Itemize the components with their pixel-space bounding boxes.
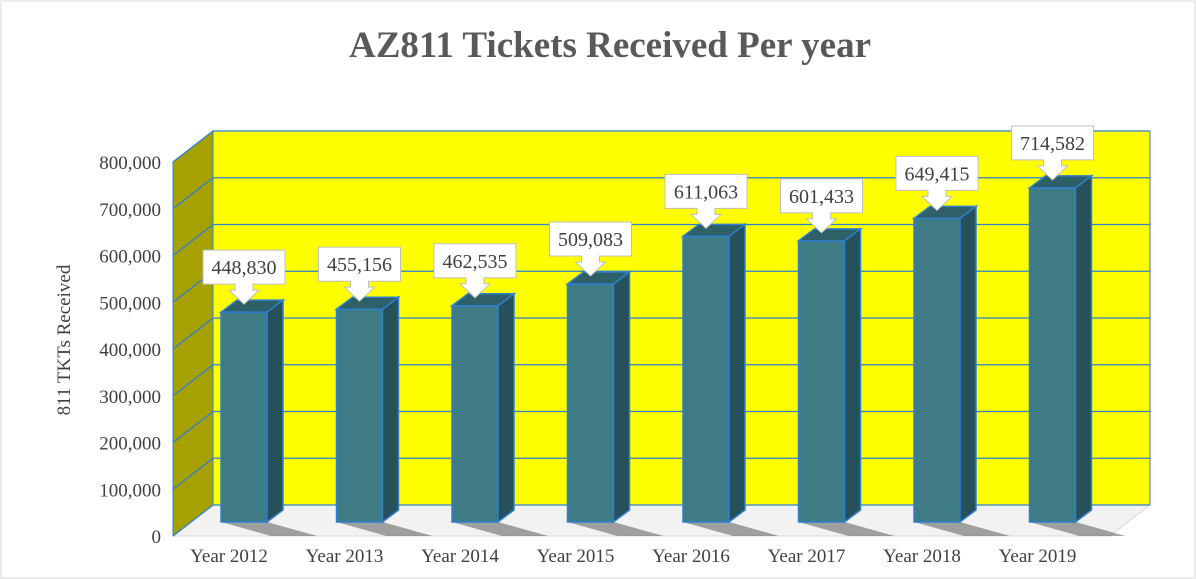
bar-side: [266, 298, 284, 524]
data-label: 649,415: [905, 163, 970, 185]
data-label: 601,433: [789, 186, 854, 208]
grid-line: [172, 223, 214, 257]
data-label: 611,063: [674, 181, 738, 203]
bar-front: [682, 235, 730, 523]
chart-title: AZ811 Tickets Received Per year: [349, 25, 871, 66]
callout: [780, 178, 863, 234]
y-tick-label: 200,000: [99, 434, 161, 455]
bar: [680, 222, 748, 524]
callout: [664, 173, 748, 230]
bar: [565, 270, 632, 524]
callout: [202, 249, 286, 305]
bar-side: [728, 222, 746, 524]
data-label: 448,830: [212, 257, 277, 279]
grid-line: [172, 457, 214, 490]
y-tick-label: 500,000: [99, 293, 161, 314]
bar-front: [220, 311, 268, 523]
grid-line: [172, 410, 214, 444]
y-tick-label: 700,000: [99, 200, 161, 221]
bar-side: [381, 295, 400, 524]
bar-front: [797, 240, 846, 523]
grid-line: [172, 504, 214, 537]
bar: [1027, 174, 1094, 524]
data-label: 462,535: [443, 251, 508, 273]
x-tick-label: Year 2019: [999, 546, 1077, 567]
bar-shadow: [914, 522, 1010, 536]
grid-line: [172, 130, 214, 163]
x-tick-label: Year 2016: [652, 546, 730, 567]
bar: [218, 298, 286, 524]
bar-shadow: [683, 522, 779, 536]
x-tick-label: Year 2015: [537, 546, 615, 567]
bar-side: [843, 227, 862, 524]
data-label: 455,156: [327, 254, 392, 276]
bar-side: [959, 204, 977, 524]
bar-shadow: [336, 522, 433, 536]
bar-side: [497, 292, 515, 524]
callout: [318, 246, 401, 302]
data-label: 714,582: [1020, 133, 1085, 155]
bar-shadow: [221, 522, 317, 536]
y-tick-label: 100,000: [99, 480, 161, 501]
bar-shadow: [567, 522, 664, 536]
bar: [449, 292, 517, 524]
x-tick-label: Year 2017: [768, 546, 846, 567]
floor: [171, 504, 1152, 537]
y-tick-label: 300,000: [99, 387, 161, 408]
x-tick-label: Year 2014: [421, 546, 499, 567]
y-tick-label: 0: [152, 527, 162, 548]
bar: [334, 295, 401, 524]
bar-side: [1074, 174, 1093, 524]
bar: [911, 204, 979, 524]
grid-line: [172, 177, 214, 210]
grid-line: [172, 364, 214, 397]
y-tick-label: 600,000: [99, 247, 161, 268]
bar-front: [451, 305, 499, 523]
bar-front: [566, 283, 615, 523]
bar: [796, 227, 863, 524]
callout: [1011, 125, 1094, 181]
bar-front: [1028, 187, 1077, 523]
callout: [549, 221, 632, 277]
data-label: 509,083: [558, 229, 623, 251]
bar-shadow: [452, 522, 548, 536]
x-tick-label: Year 2012: [190, 546, 268, 567]
y-tick-label: 800,000: [99, 153, 161, 174]
bar-front: [913, 217, 961, 523]
grid-line: [172, 317, 214, 350]
bar-shadow: [798, 522, 895, 536]
x-tick-label: Year 2013: [306, 546, 384, 567]
x-tick-label: Year 2018: [883, 546, 961, 567]
bar-front: [335, 308, 384, 523]
bar-side: [612, 270, 631, 524]
y-axis-label: 811 TKTs Received: [54, 264, 75, 415]
y-tick-label: 400,000: [99, 340, 161, 361]
bar-shadow: [1029, 522, 1126, 536]
callout: [895, 155, 979, 212]
callout: [433, 243, 517, 299]
